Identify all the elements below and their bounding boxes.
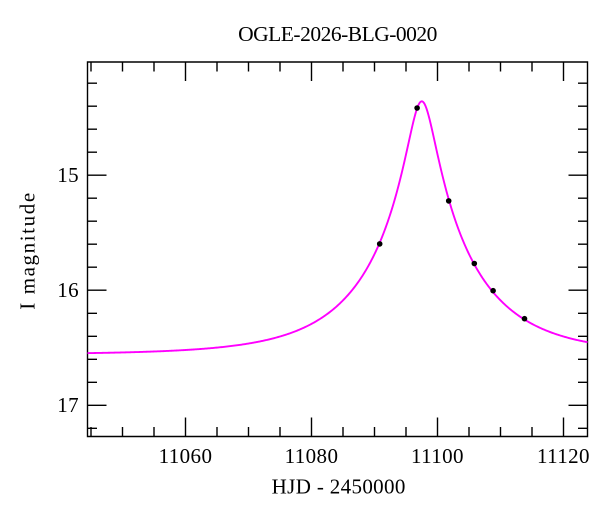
svg-text:OGLE-2026-BLG-0020: OGLE-2026-BLG-0020 <box>238 22 437 46</box>
svg-text:I magnitude: I magnitude <box>16 191 40 310</box>
svg-text:11120: 11120 <box>537 444 590 468</box>
svg-text:11060: 11060 <box>159 444 213 468</box>
svg-text:11080: 11080 <box>285 444 339 468</box>
svg-text:11100: 11100 <box>411 444 464 468</box>
svg-text:15: 15 <box>57 163 79 187</box>
svg-text:17: 17 <box>57 393 79 417</box>
svg-text:HJD - 2450000: HJD - 2450000 <box>272 475 406 499</box>
svg-text:16: 16 <box>57 278 79 302</box>
